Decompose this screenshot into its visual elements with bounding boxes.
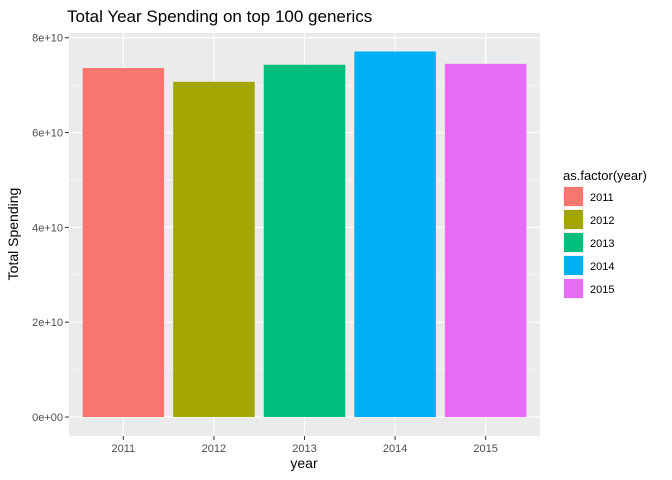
y-tick-label: 6e+10	[32, 128, 63, 140]
bar-2015	[444, 63, 527, 418]
legend-swatch-2015	[564, 279, 583, 298]
legend-label-2012: 2012	[590, 215, 614, 227]
bars	[82, 51, 527, 418]
legend-title: as.factor(year)	[563, 168, 647, 183]
legend-swatch-2014	[564, 256, 583, 275]
bar-2013	[263, 64, 346, 418]
bar-2012	[173, 81, 255, 418]
legend: as.factor(year) 2011 2012 2013 2014 2015	[563, 168, 647, 299]
bar-2014	[354, 51, 436, 418]
x-tick-label: 2011	[112, 443, 136, 455]
legend-label-2013: 2013	[590, 238, 614, 250]
y-axis: 0e+00 2e+10 4e+10 6e+10 8e+10	[32, 33, 69, 424]
chart-title: Total Year Spending on top 100 generics	[67, 7, 372, 26]
y-tick-label: 2e+10	[32, 317, 63, 329]
y-axis-title: Total Spending	[5, 188, 21, 281]
y-tick-label: 8e+10	[32, 33, 63, 45]
x-axis-title: year	[290, 455, 318, 471]
legend-swatch-2012	[564, 210, 583, 229]
legend-label-2011: 2011	[590, 192, 614, 204]
legend-label-2014: 2014	[590, 261, 614, 273]
x-tick-label: 2013	[292, 443, 316, 455]
x-tick-label: 2012	[202, 443, 226, 455]
y-tick-label: 0e+00	[32, 412, 63, 424]
legend-swatch-2011	[564, 187, 583, 206]
y-tick-label: 4e+10	[32, 222, 63, 234]
x-tick-label: 2015	[473, 443, 497, 455]
x-tick-label: 2014	[383, 443, 407, 455]
legend-label-2015: 2015	[590, 284, 614, 296]
legend-swatch-2013	[564, 233, 583, 252]
bar-2011	[82, 68, 165, 418]
x-axis: 2011 2012 2013 2014 2015	[112, 436, 498, 455]
